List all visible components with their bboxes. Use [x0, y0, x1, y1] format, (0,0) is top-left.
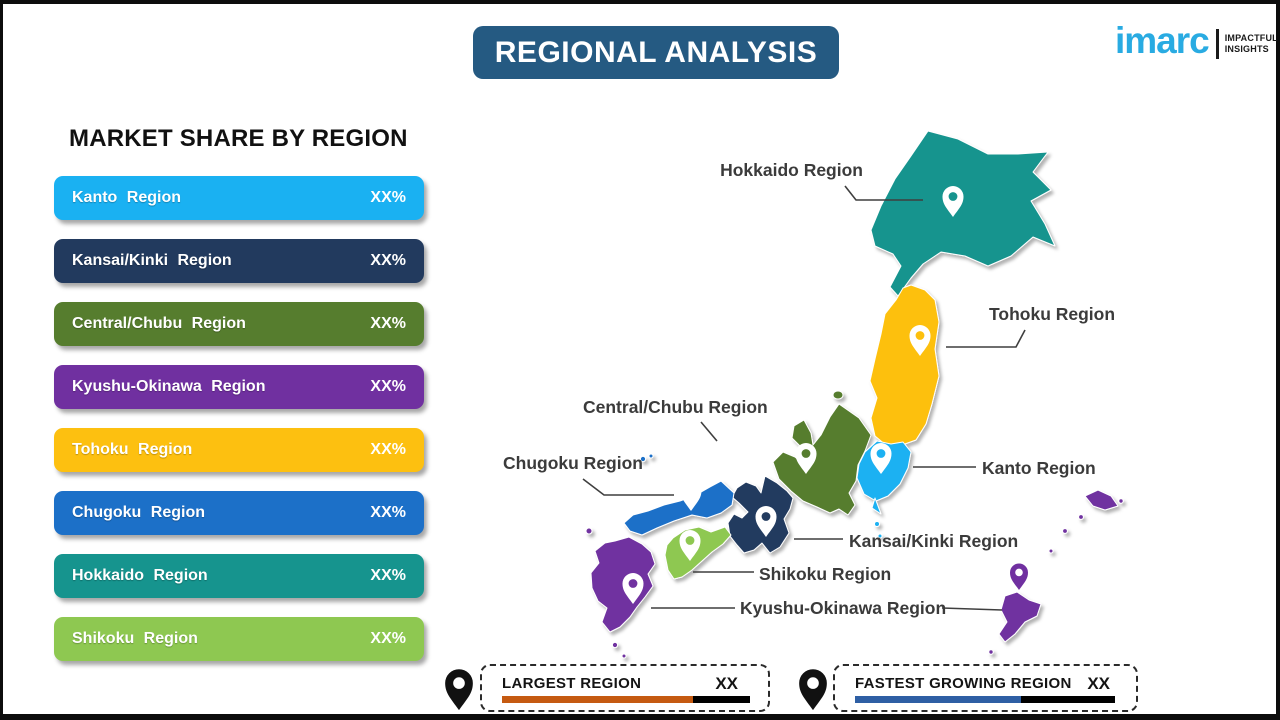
- bar-kanto: Kanto Region XX%: [54, 176, 424, 220]
- ryukyu-islet: [1078, 514, 1084, 520]
- map-label-hokkaido: Hokkaido Region: [720, 160, 863, 180]
- map-label-kansai: Kansai/Kinki Region: [849, 531, 1018, 551]
- amami-islands: [1084, 489, 1119, 511]
- page-title: REGIONAL ANALYSIS: [494, 35, 818, 69]
- ryukyu-islet: [1118, 498, 1124, 504]
- bar-value: XX%: [370, 315, 406, 332]
- kyushu-islet: [621, 653, 627, 659]
- region-chugoku: [623, 480, 735, 536]
- map-label-tohoku: Tohoku Region: [989, 304, 1115, 324]
- kyushu-islet: [611, 641, 619, 649]
- hokkaido-pin-icon: [942, 186, 964, 217]
- bar-tohoku: Tohoku Region XX%: [54, 428, 424, 472]
- largest-region-bar-remainder: [692, 696, 750, 703]
- imarc-logo: imarc IMPACTFUL INSIGHTS: [1115, 22, 1278, 59]
- chugoku-pin-icon: [680, 480, 702, 511]
- fastest-growing-label: FASTEST GROWING REGION: [855, 675, 1072, 692]
- bar-chubu: Central/Chubu Region XX%: [54, 302, 424, 346]
- region-hokkaido: [870, 130, 1056, 297]
- oki-island: [639, 455, 647, 463]
- logo-tagline: IMPACTFUL INSIGHTS: [1225, 33, 1278, 54]
- map-pins: [622, 186, 1028, 604]
- largest-region-pin-icon: [445, 669, 473, 711]
- fastest-growing-bar-fill: [855, 696, 1022, 703]
- bar-label: Kyushu-Okinawa Region: [72, 378, 266, 395]
- bar-shikoku: Shikoku Region XX%: [54, 617, 424, 661]
- slide: REGIONAL ANALYSIS imarc IMPACTFUL INSIGH…: [3, 4, 1278, 714]
- ryukyu-islet: [1062, 528, 1068, 534]
- ryukyu-islet: [988, 649, 994, 655]
- logo-tagline-line2: INSIGHTS: [1224, 43, 1269, 54]
- japan-map: Hokkaido Region Tohoku Region Central/Ch…: [503, 130, 1124, 659]
- okinawa-island: [998, 591, 1042, 643]
- leader-line-okinawa: [941, 607, 1003, 611]
- fastest-growing-bar-remainder: [1021, 696, 1115, 703]
- map-label-chugoku: Chugoku Region: [503, 453, 643, 473]
- region-chubu: [772, 403, 872, 516]
- page-title-box: REGIONAL ANALYSIS: [473, 26, 839, 79]
- bar-value: XX%: [370, 504, 406, 521]
- bar-value: XX%: [370, 378, 406, 395]
- leader-line-tohoku: [946, 329, 1026, 348]
- bar-label: Kanto Region: [72, 189, 181, 206]
- bar-label: Chugoku Region: [72, 504, 205, 521]
- logo-divider: [1215, 28, 1219, 59]
- imarc-logo-wordmark: imarc: [1115, 20, 1210, 61]
- map-label-shikoku: Shikoku Region: [759, 564, 891, 584]
- fastest-growing-pin-icon: [799, 669, 827, 711]
- kanto-peninsula: [871, 497, 882, 515]
- region-tohoku: [869, 284, 940, 447]
- bar-kyushu: Kyushu-Okinawa Region XX%: [54, 365, 424, 409]
- ryukyu-islet: [1048, 548, 1054, 554]
- map-label-chubu: Central/Chubu Region: [583, 397, 768, 417]
- leader-line-hokkaido: [844, 185, 923, 201]
- kyushu-islet: [585, 527, 593, 535]
- map-label-kyushu: Kyushu-Okinawa Region: [740, 598, 946, 618]
- sado-island: [832, 390, 844, 400]
- leader-line-chubu: [700, 421, 718, 442]
- chubu-pin-icon: [795, 443, 817, 474]
- region-kanto: [856, 440, 912, 502]
- largest-region-value: XX: [715, 674, 738, 693]
- bar-kansai: Kansai/Kinki Region XX%: [54, 239, 424, 283]
- bar-label: Kansai/Kinki Region: [72, 252, 232, 269]
- logo-tagline-line1: IMPACTFUL: [1224, 33, 1278, 44]
- largest-region-label: LARGEST REGION: [502, 675, 642, 692]
- bar-label: Hokkaido Region: [72, 567, 208, 584]
- bar-chugoku: Chugoku Region XX%: [54, 491, 424, 535]
- largest-region-legend: LARGEST REGION XX: [480, 664, 770, 712]
- bar-value: XX%: [370, 189, 406, 206]
- kanto-pin-icon: [870, 443, 892, 474]
- bar-label: Tohoku Region: [72, 441, 193, 458]
- izu-island: [877, 533, 883, 539]
- bar-hokkaido: Hokkaido Region XX%: [54, 554, 424, 598]
- leader-line-chugoku: [582, 478, 674, 496]
- market-share-bar-list: Kanto Region XX% Kansai/Kinki Region XX%…: [54, 176, 424, 680]
- izu-island: [874, 521, 880, 527]
- fastest-growing-bar: [855, 696, 1115, 703]
- bar-label: Shikoku Region: [72, 630, 198, 647]
- bar-value: XX%: [370, 441, 406, 458]
- fastest-growing-legend: FASTEST GROWING REGION XX: [833, 664, 1138, 712]
- bar-value: XX%: [370, 567, 406, 584]
- okinawa-pin-icon: [1010, 563, 1028, 590]
- largest-region-bar: [502, 696, 750, 703]
- fastest-growing-value: XX: [1087, 674, 1110, 693]
- kyushu-pin-icon: [622, 573, 644, 604]
- kansai-pin-icon: [755, 506, 777, 537]
- bar-label: Central/Chubu Region: [72, 315, 246, 332]
- map-label-kanto: Kanto Region: [982, 458, 1096, 478]
- oki-island: [648, 453, 654, 459]
- bar-value: XX%: [370, 252, 406, 269]
- bar-value: XX%: [370, 630, 406, 647]
- largest-region-bar-fill: [502, 696, 693, 703]
- leader-lines: [582, 185, 1026, 611]
- tohoku-pin-icon: [909, 325, 931, 356]
- shikoku-pin-icon: [679, 530, 701, 561]
- market-share-heading: MARKET SHARE BY REGION: [69, 125, 408, 152]
